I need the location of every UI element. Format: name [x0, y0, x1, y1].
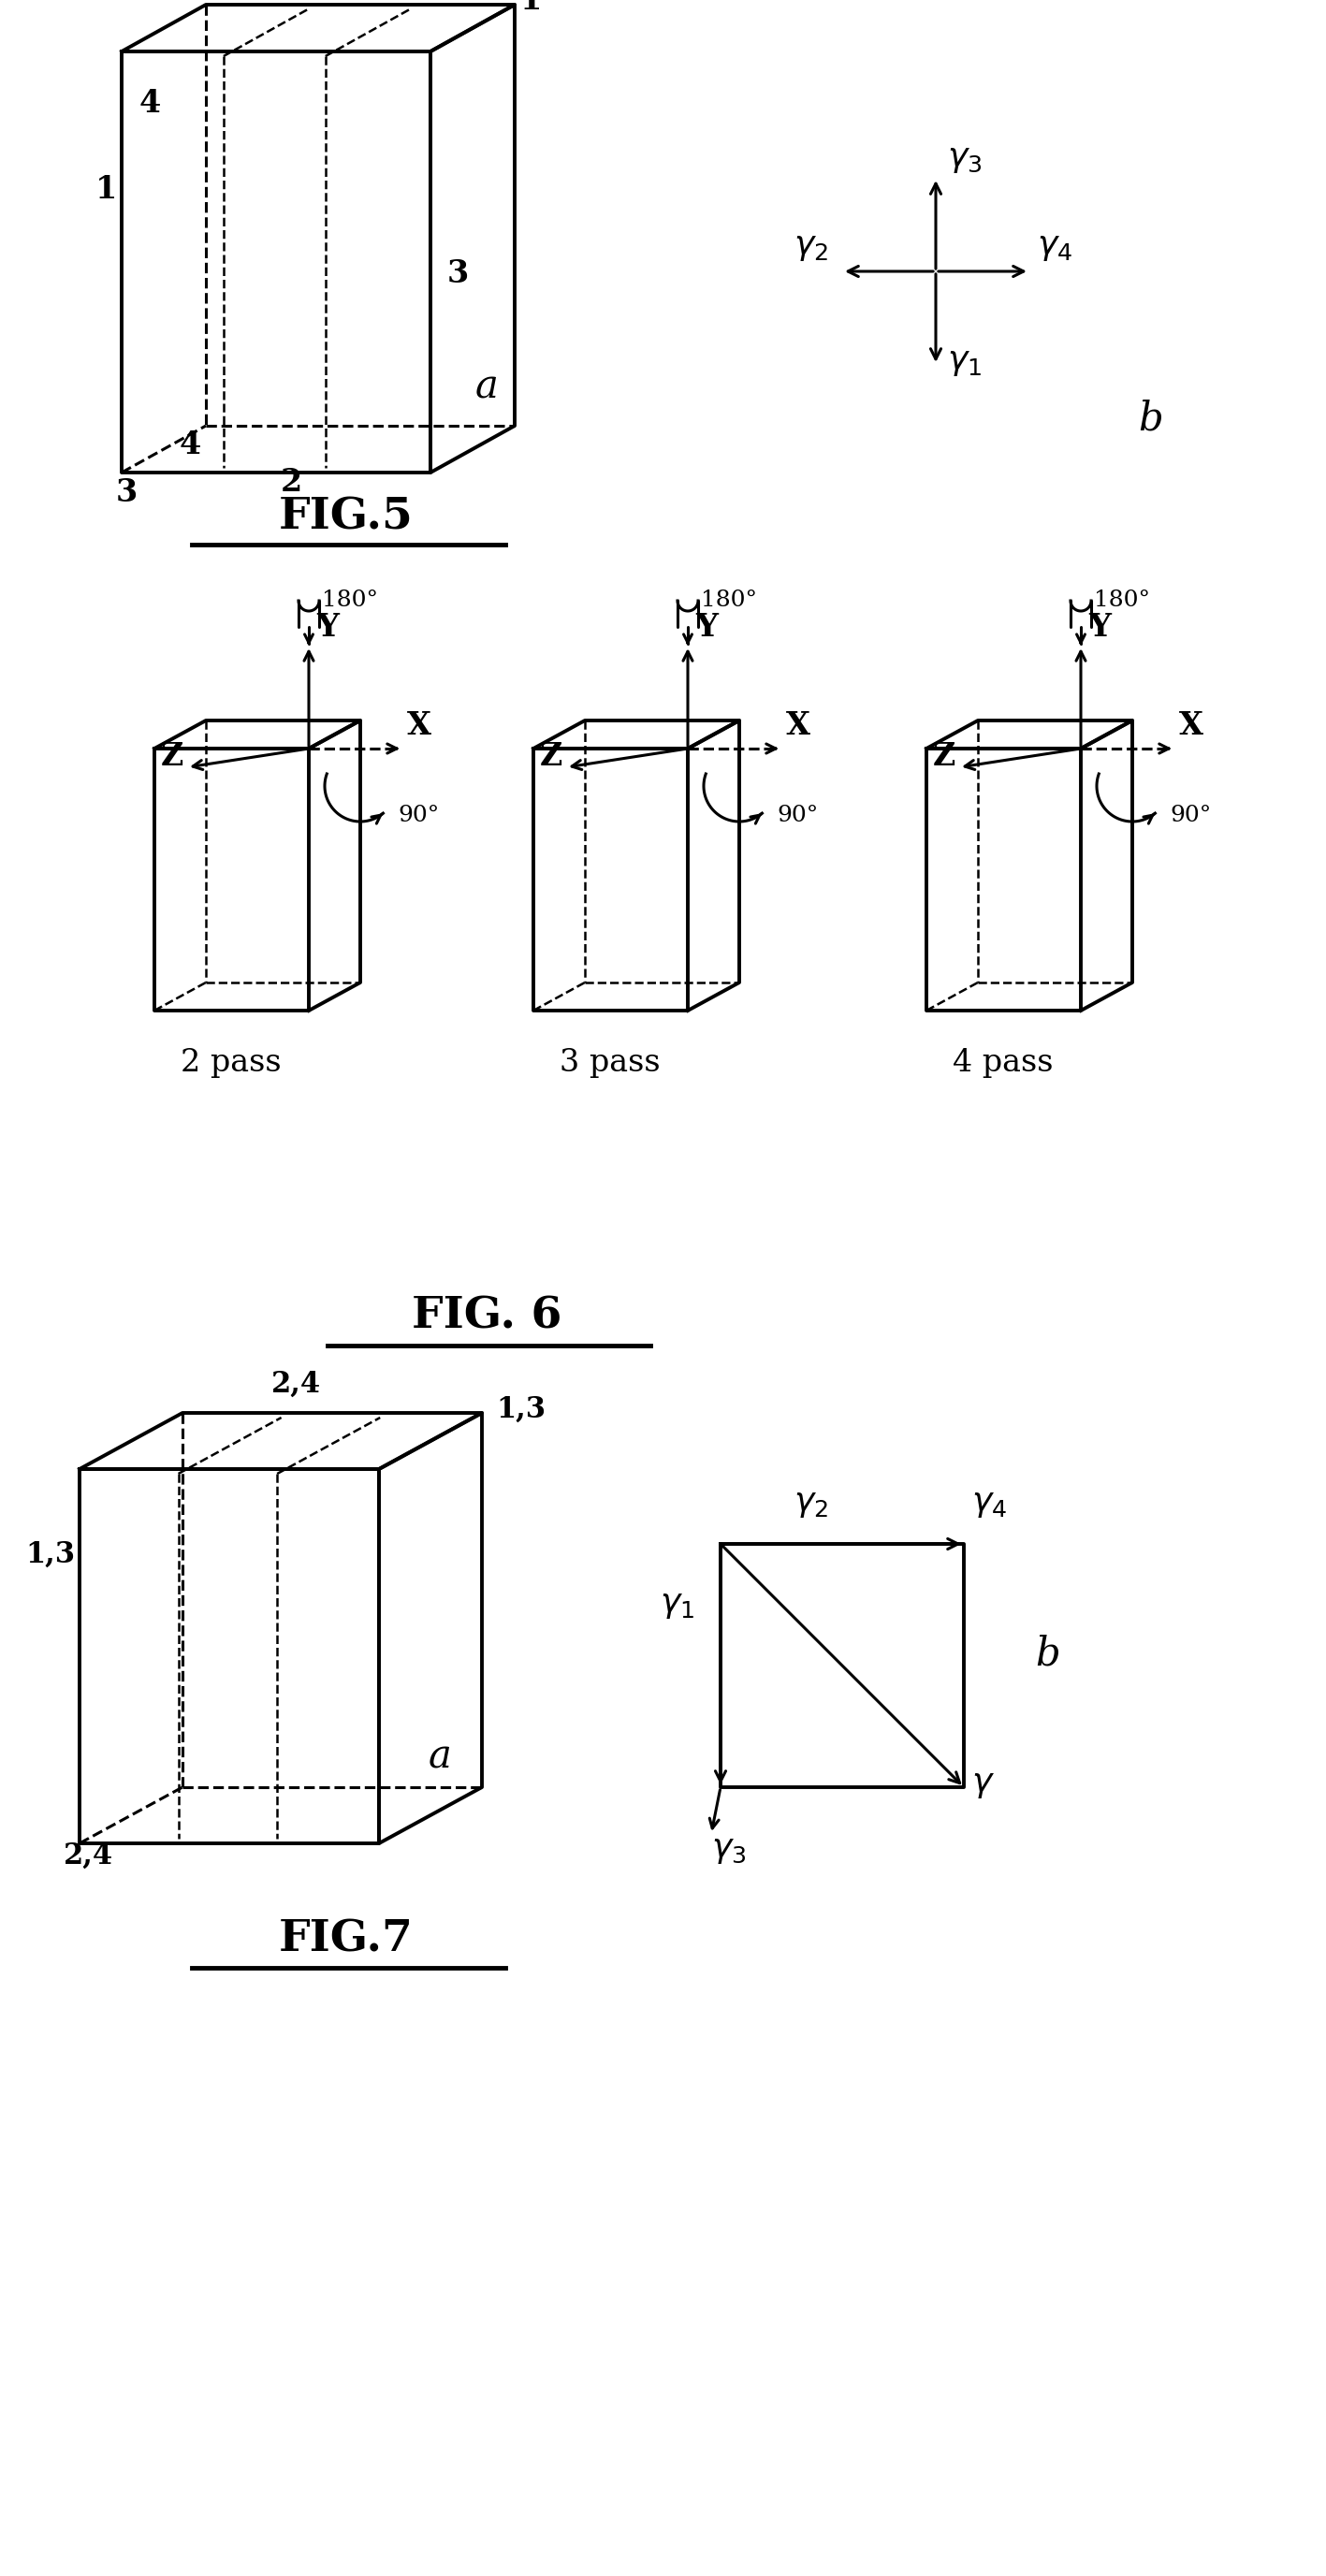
Text: Y: Y [1089, 613, 1111, 644]
Text: 2,4: 2,4 [64, 1842, 114, 1870]
Text: 4: 4 [139, 88, 160, 118]
Text: FIG.7: FIG.7 [278, 1917, 414, 1960]
Text: FIG.5: FIG.5 [278, 495, 414, 538]
Text: 1: 1 [521, 0, 542, 15]
Text: 4 pass: 4 pass [953, 1048, 1053, 1077]
Text: $\gamma_4$: $\gamma_4$ [972, 1489, 1006, 1520]
Text: a: a [475, 366, 499, 407]
Text: X: X [786, 711, 810, 742]
Text: $\gamma_4$: $\gamma_4$ [1037, 232, 1073, 263]
Text: 180°: 180° [322, 590, 378, 611]
Text: 2,4: 2,4 [272, 1370, 321, 1399]
Text: $\gamma_3$: $\gamma_3$ [947, 144, 983, 175]
Text: $\gamma_1$: $\gamma_1$ [947, 345, 981, 379]
Text: X: X [407, 711, 431, 742]
Text: Y: Y [695, 613, 717, 644]
Text: 180°: 180° [701, 590, 757, 611]
Text: 2 pass: 2 pass [180, 1048, 281, 1077]
Text: b: b [1139, 399, 1163, 438]
Text: 3: 3 [115, 477, 137, 507]
Text: $\gamma_1$: $\gamma_1$ [660, 1589, 695, 1620]
Text: 90°: 90° [777, 804, 818, 827]
Text: X: X [1179, 711, 1204, 742]
Text: 90°: 90° [1170, 804, 1211, 827]
Text: $\gamma_3$: $\gamma_3$ [711, 1834, 747, 1865]
Text: 2: 2 [281, 466, 302, 497]
Text: Z: Z [160, 742, 184, 773]
Text: 1: 1 [95, 175, 117, 206]
Text: 90°: 90° [398, 804, 439, 827]
Text: 1,3: 1,3 [496, 1396, 546, 1425]
Text: Y: Y [317, 613, 338, 644]
Text: FIG. 6: FIG. 6 [411, 1296, 562, 1337]
Text: b: b [1036, 1636, 1061, 1674]
Text: 3: 3 [447, 258, 469, 289]
Text: Z: Z [934, 742, 956, 773]
Text: 3 pass: 3 pass [560, 1048, 660, 1077]
Text: 1,3: 1,3 [25, 1540, 74, 1569]
Text: a: a [428, 1739, 451, 1777]
Text: Z: Z [540, 742, 562, 773]
Text: $\gamma_2$: $\gamma_2$ [793, 1489, 829, 1520]
Text: 180°: 180° [1094, 590, 1150, 611]
Text: $\gamma$: $\gamma$ [972, 1770, 994, 1801]
Text: $\gamma_2$: $\gamma_2$ [793, 232, 829, 263]
Text: 4: 4 [179, 430, 202, 461]
